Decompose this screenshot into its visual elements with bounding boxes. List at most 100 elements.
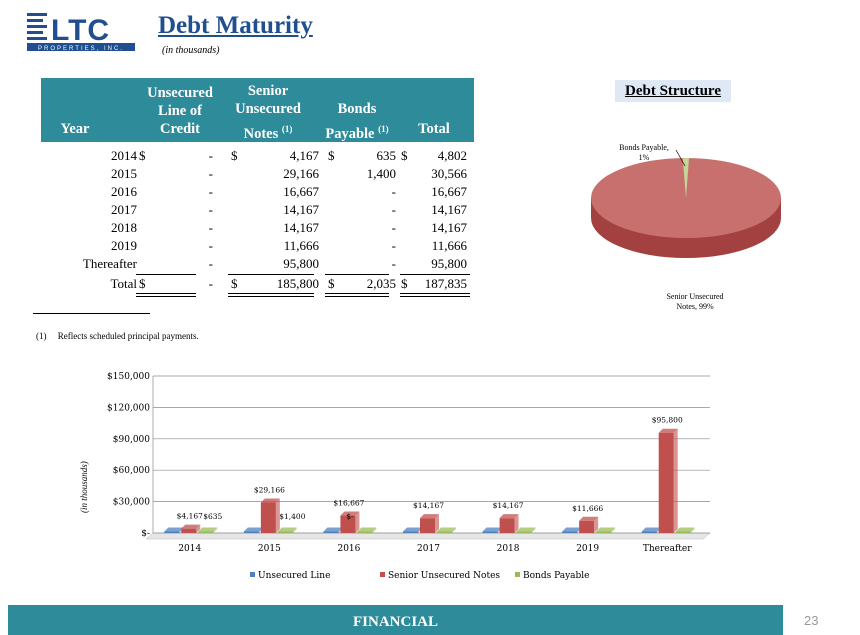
pie-label-senior: Senior Unsecured Notes, 99% [666,292,724,311]
bar-top [579,516,599,521]
cell-senior-notes: 29,166 [283,166,319,181]
bar-side [275,498,280,533]
cell-year: 2014 [111,148,137,163]
footer-bar: FINANCIAL [8,605,783,635]
header-loc-1: Unsecured [147,85,213,101]
cell-line-of-credit: - [208,166,213,181]
page-subtitle: (in thousands) [162,45,220,56]
table-row: 2019 - 11,666 - 11,666 [41,238,474,256]
table-row: 2015 - 29,166 1,400 30,566 [41,166,474,184]
cell-year: 2019 [111,238,137,253]
legend-swatch [380,572,385,577]
pie-label-bonds: Bonds Payable, 1% [619,143,669,162]
bar-front [198,531,214,533]
y-tick-label: $30,000 [113,498,150,508]
table-header: Year Unsecured Line of Credit Senior Uns… [41,78,474,142]
x-tick-label: Thereafter [643,544,692,554]
footnote-rule [33,313,150,314]
bar-top [675,527,695,532]
header-loc-3: Credit [159,121,200,137]
cell-year: 2018 [111,220,137,235]
header-total: Total [418,121,450,137]
cell-total: 187,835 [424,276,467,291]
bar-top [499,514,519,519]
cell-total: 16,667 [431,184,467,199]
cell-bonds-payable: - [391,220,396,235]
bar-top [277,527,297,532]
legend-label: Senior Unsecured Notes [388,571,500,581]
y-tick-label: $- [141,529,150,539]
x-tick-label: 2014 [178,544,201,554]
currency-symbol: $ [231,276,238,291]
bar-front [658,432,674,533]
cell-bonds-payable: 635 [376,148,397,163]
bar-top [164,527,184,532]
bar-front [260,502,276,533]
header-loc-2: Line of [158,103,202,119]
y-tick-label: $120,000 [107,403,150,413]
bar-side [372,527,377,533]
cell-bonds-payable: - [391,256,396,271]
bar-side [673,428,678,533]
cell-bonds-payable: - [391,238,396,253]
data-label: $- [346,512,354,521]
data-label: $14,167 [493,501,524,510]
cell-total: 4,802 [437,148,467,163]
bar-front [323,531,339,533]
bar-front [277,531,293,533]
currency-symbol: $ [139,148,146,163]
bar-front [516,531,532,533]
bar-top [641,527,661,532]
table-row: 2016 - 16,667 - 16,667 [41,184,474,202]
bar-side [452,527,456,533]
cell-bonds-payable: - [391,202,396,217]
x-tick-label: 2015 [258,544,281,554]
pie-leader-line [675,149,686,167]
footnote-mark: (1) [378,124,389,134]
data-label: $11,666 [572,504,603,513]
cell-line-of-credit: - [208,202,213,217]
bar-side [514,514,519,533]
total-double-rule [400,293,470,297]
bar-front [579,520,595,533]
total-double-rule [325,293,389,297]
pie-title: Debt Structure [615,80,731,102]
data-label: $635 [203,512,222,521]
table-row: 2018 - 14,167 - 14,167 [41,220,474,238]
header-sun-2: Unsecured [235,101,301,117]
header-year: Year [60,121,90,137]
bar-side [594,516,599,533]
cell-bonds-payable: 1,400 [366,166,396,181]
cell-senior-notes: 4,167 [289,148,319,163]
x-tick-label: 2018 [497,544,520,554]
subtotal-rule [228,274,314,275]
header-bp-2: Payable (1) [325,124,389,142]
legend-label: Unsecured Line [258,571,330,581]
cell-senior-notes: 14,167 [283,202,319,217]
bar-front [357,531,373,533]
subtotal-rule [400,274,470,275]
total-double-rule [228,293,314,297]
page-number: 23 [804,613,819,628]
bar-side [213,527,218,533]
footnote: (1) Reflects scheduled principal payment… [36,331,199,341]
subtotal-rule [325,274,389,275]
bar-top [243,527,263,532]
bar-top [562,527,582,532]
bar-front [243,531,259,533]
bar-front [641,531,657,533]
cell-total: 95,800 [431,256,467,271]
bar-side [611,527,616,533]
bar-top [596,527,616,532]
total-double-rule [136,293,196,297]
table-row: 2017 - 14,167 - 14,167 [41,202,474,220]
cell-line-of-credit: - [208,184,213,199]
bar-front [420,518,435,533]
bar-top [403,527,422,532]
bar-front [403,531,418,533]
bar-front [340,515,356,533]
data-label: $14,167 [413,501,444,510]
cell-senior-notes: 11,666 [283,238,319,253]
data-label: $95,800 [652,416,683,425]
logo-letters: LTC [51,14,110,47]
